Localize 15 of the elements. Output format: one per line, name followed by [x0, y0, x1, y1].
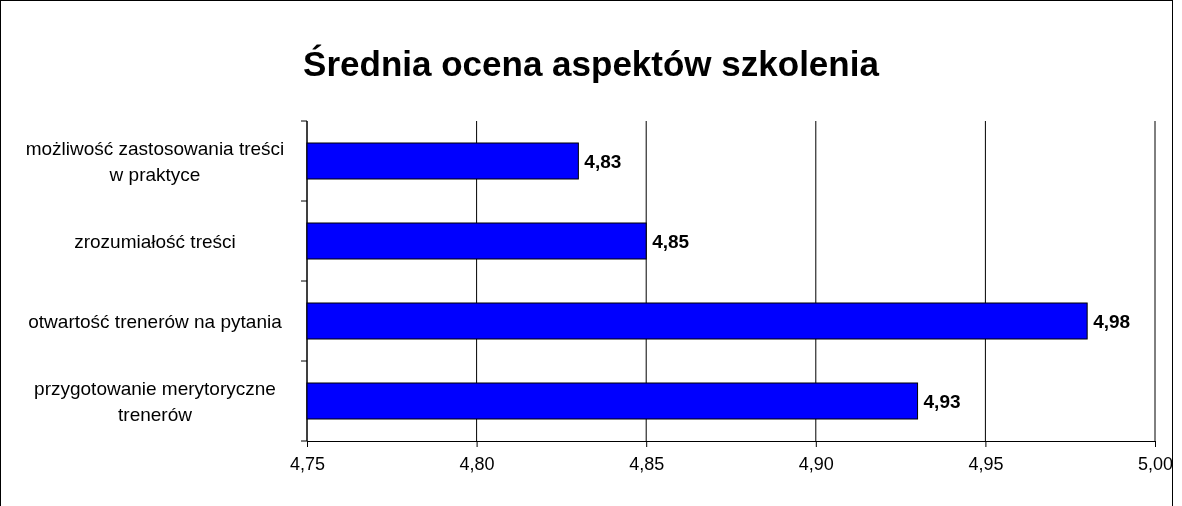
data-label: 4,85	[652, 230, 690, 252]
x-tick-label: 4,85	[629, 453, 665, 474]
data-label: 4,98	[1093, 310, 1131, 332]
data-label: 4,83	[584, 150, 622, 172]
x-tick-label: 4,75	[289, 453, 326, 474]
y-tick-label: zrozumiałość treści	[74, 230, 236, 252]
x-tick-label: 5,00	[1137, 453, 1174, 474]
x-tick-label: 4,95	[968, 453, 1004, 474]
y-tick-label: możliwość zastosowania treści w praktyce	[25, 137, 285, 185]
chart-title: Średnia ocena aspektów szkolenia	[303, 44, 880, 83]
x-tick-label: 4,80	[459, 453, 495, 474]
x-tick-label: 4,90	[798, 453, 834, 474]
y-tick-label: otwartość trenerów na pytania	[28, 310, 283, 332]
data-label: 4,93	[923, 390, 961, 412]
y-tick-label: przygotowanie merytoryczne trenerów	[34, 377, 276, 425]
